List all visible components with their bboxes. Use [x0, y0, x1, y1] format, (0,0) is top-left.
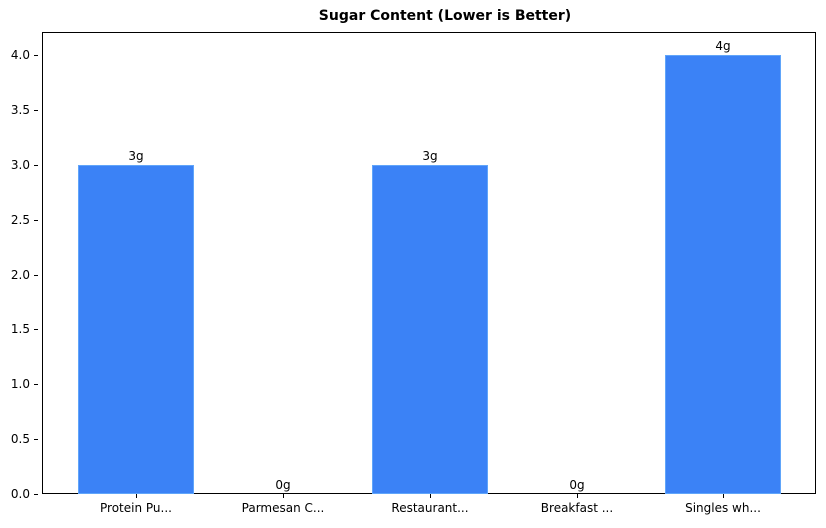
y-tick-label: 3.5: [10, 102, 30, 117]
y-tick-mark: [34, 439, 38, 441]
bar-value-label: 0g: [569, 478, 585, 492]
y-tick-label: 0.5: [10, 432, 30, 447]
x-tick-mark: [577, 494, 578, 498]
y-tick-label: 1.5: [10, 322, 30, 337]
bar-value-label: 0g: [275, 478, 291, 492]
bar-value-label: 3g: [128, 148, 144, 163]
x-tick-label: Restaurant...: [391, 501, 469, 515]
x-tick-label: Singles wh...: [685, 501, 761, 515]
y-tick-mark: [34, 274, 38, 276]
y-tick-label: 2.5: [10, 212, 30, 227]
x-tick-label: Protein Pu...: [100, 501, 172, 515]
x-tick-mark: [723, 494, 724, 498]
y-tick-mark: [34, 329, 38, 331]
y-tick-label: 1.0: [10, 377, 30, 392]
x-tick-label: Breakfast ...: [540, 501, 614, 515]
y-tick-label: 2.0: [10, 267, 30, 282]
x-tick-mark: [136, 494, 137, 498]
y-tick-mark: [34, 384, 38, 386]
y-tick-label: 4.0: [10, 48, 30, 62]
y-tick-mark: [34, 219, 38, 221]
y-tick-mark: [34, 109, 38, 111]
y-tick-label: 0.0: [10, 487, 30, 501]
bar: [665, 55, 781, 494]
x-tick-mark: [283, 494, 284, 498]
x-tick-mark: [430, 494, 431, 498]
bar-value-label: 3g: [422, 148, 438, 163]
y-tick-mark: [34, 164, 38, 166]
y-tick-mark: [34, 494, 38, 495]
chart-title: Sugar Content (Lower is Better): [318, 8, 572, 24]
x-tick-label: Parmesan C...: [241, 501, 325, 515]
y-tick-label: 3.0: [10, 157, 30, 172]
bar: [372, 164, 488, 494]
y-tick-mark: [34, 55, 38, 56]
bar-value-label: 4g: [715, 39, 731, 53]
bar: [78, 164, 194, 494]
